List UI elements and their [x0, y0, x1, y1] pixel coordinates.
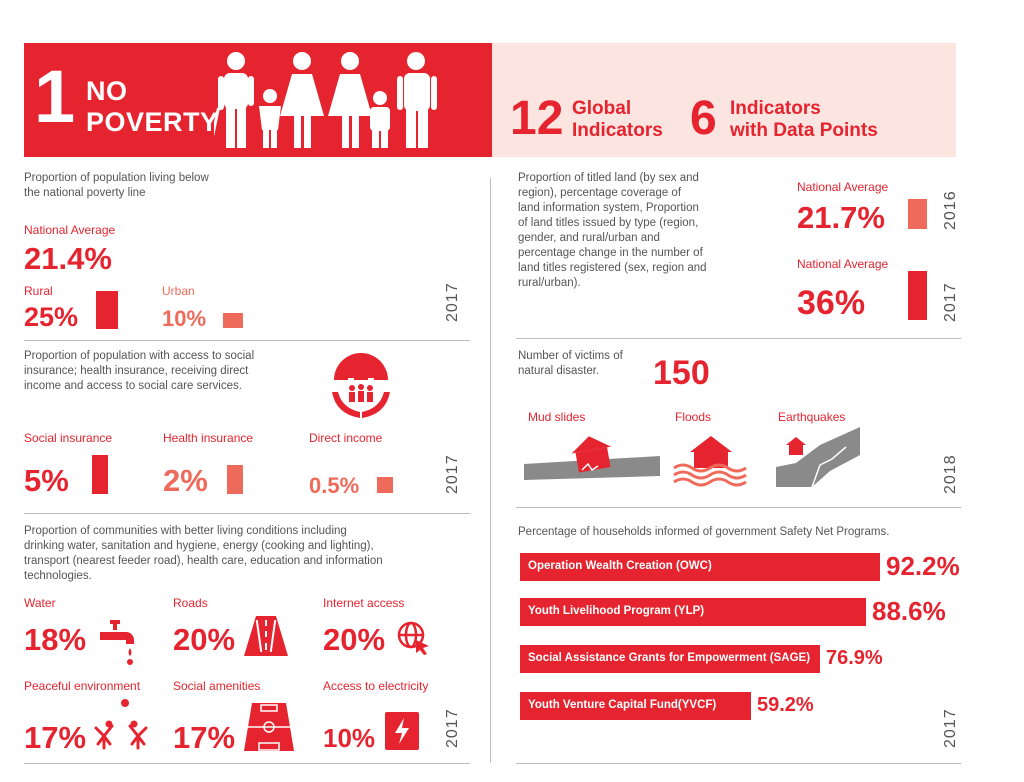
sports-field-icon	[244, 703, 294, 751]
electricity-icon	[385, 712, 419, 750]
social-year: 2017	[444, 454, 461, 494]
national-average-label: National Average	[24, 223, 116, 237]
land-year-2016: 2016	[942, 190, 959, 230]
urban-label: Urban	[162, 284, 195, 298]
land-year-2017: 2017	[942, 282, 959, 322]
poverty-description: Proportion of population living below th…	[24, 172, 209, 199]
umbrella-protection-icon	[332, 353, 390, 418]
program-bar: Operation Wealth Creation (OWC)	[520, 553, 880, 581]
health-insurance-label: Health insurance	[163, 431, 254, 445]
land-average-2016-value: 21.7%	[797, 200, 885, 235]
floods-label: Floods	[675, 410, 712, 424]
health-insurance-bar	[227, 465, 243, 494]
row-divider	[516, 763, 961, 764]
goal-number: 1	[34, 55, 76, 138]
national-average-value: 21.4%	[24, 241, 112, 276]
mud-slides-label: Mud slides	[528, 410, 586, 424]
communities-description: Proportion of communities with better li…	[24, 525, 383, 582]
water-tap-icon	[100, 620, 134, 665]
road-icon	[244, 616, 288, 656]
program-value: 59.2%	[757, 694, 814, 716]
program-name: Youth Venture Capital Fund(YVCF)	[528, 699, 717, 711]
family-icon	[214, 52, 437, 150]
land-2016-bar	[908, 199, 927, 229]
internet-access-value: 20%	[323, 622, 386, 657]
peaceful-environment-value: 17%	[24, 720, 87, 755]
access-to-electricity-value: 10%	[323, 723, 376, 753]
data-indicator-count: 6	[690, 92, 717, 145]
social-description: Proportion of population with access to …	[24, 350, 255, 392]
social-insurance-label: Social insurance	[24, 431, 113, 445]
land-average-2017-label: National Average	[797, 257, 889, 271]
rural-bar	[96, 291, 118, 329]
social-amenities-value: 17%	[173, 720, 236, 755]
direct-income-bar	[377, 477, 393, 493]
mud-slide-icon	[524, 436, 660, 480]
poverty-year: 2017	[444, 282, 461, 322]
communities-year: 2017	[444, 708, 461, 748]
urban-value: 10%	[162, 306, 207, 331]
disaster-victims-value: 150	[653, 354, 710, 392]
program-bar: Social Assistance Grants for Empowerment…	[520, 645, 820, 673]
program-value: 88.6%	[872, 596, 946, 626]
row-divider	[24, 340, 470, 341]
rural-value: 25%	[24, 302, 79, 332]
global-indicator-count: 12	[510, 92, 564, 145]
program-bar: Youth Livelihood Program (YLP)	[520, 598, 866, 626]
globe-cursor-icon	[397, 621, 429, 655]
roads-value: 20%	[173, 622, 236, 657]
column-divider	[490, 178, 491, 763]
peaceful-environment-label: Peaceful environment	[24, 679, 141, 693]
social-insurance-bar	[92, 455, 108, 494]
water-label: Water	[24, 596, 56, 610]
disaster-year: 2018	[942, 454, 959, 494]
row-divider	[24, 763, 470, 764]
global-indicator-label: Global Indicators	[572, 98, 663, 141]
land-average-2017-value: 36%	[797, 284, 866, 322]
row-divider	[24, 513, 470, 514]
program-name: Social Assistance Grants for Empowerment…	[528, 652, 811, 664]
disaster-description: Number of victims of natural disaster.	[518, 350, 623, 377]
land-2017-bar	[908, 271, 927, 320]
safety-net-year: 2017	[942, 708, 959, 748]
earthquakes-label: Earthquakes	[778, 410, 846, 424]
earthquake-icon	[776, 427, 860, 488]
social-insurance-value: 5%	[24, 463, 69, 498]
land-average-2016-label: National Average	[797, 180, 889, 194]
health-insurance-value: 2%	[163, 463, 208, 498]
row-divider	[516, 507, 961, 508]
internet-access-label: Internet access	[323, 596, 405, 610]
data-indicator-label: Indicators with Data Points	[730, 98, 878, 141]
land-description: Proportion of titled land (by sex and re…	[518, 172, 707, 289]
safety-net-title: Percentage of households informed of gov…	[518, 526, 890, 538]
water-value: 18%	[24, 622, 87, 657]
people-playing-icon	[94, 699, 148, 750]
rural-label: Rural	[24, 284, 53, 298]
urban-bar	[223, 313, 243, 328]
program-bar: Youth Venture Capital Fund(YVCF)	[520, 692, 751, 720]
program-value: 76.9%	[826, 647, 883, 669]
direct-income-value: 0.5%	[309, 473, 360, 498]
program-name: Youth Livelihood Program (YLP)	[528, 605, 705, 617]
direct-income-label: Direct income	[309, 431, 383, 445]
program-value: 92.2%	[886, 551, 960, 581]
social-amenities-label: Social amenities	[173, 679, 261, 693]
roads-label: Roads	[173, 596, 208, 610]
flood-icon	[673, 436, 747, 487]
goal-name: NO POVERTY	[86, 76, 219, 137]
access-to-electricity-label: Access to electricity	[323, 679, 429, 693]
row-divider	[516, 338, 961, 339]
indicator-banner	[492, 43, 956, 157]
program-name: Operation Wealth Creation (OWC)	[528, 560, 712, 572]
